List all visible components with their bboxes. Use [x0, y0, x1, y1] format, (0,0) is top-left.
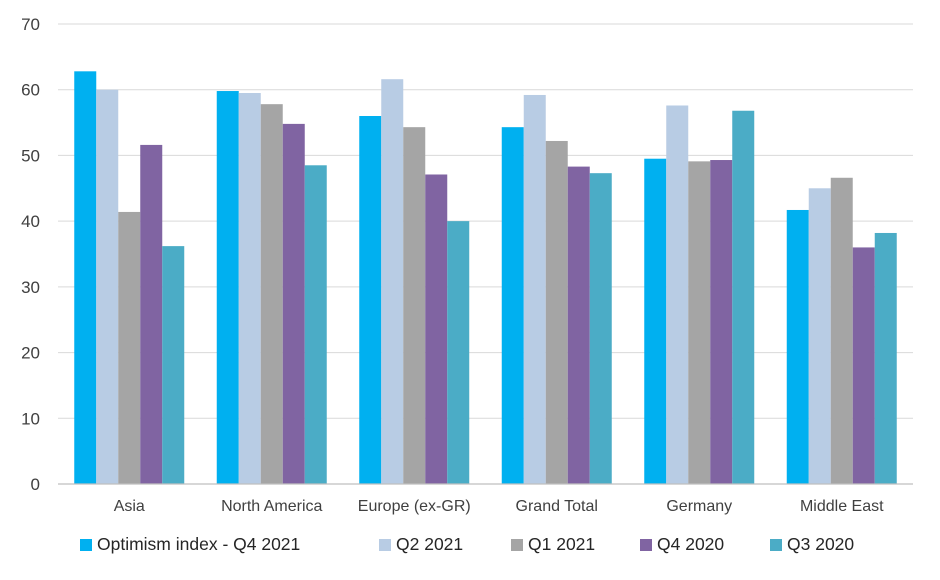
legend-swatch	[80, 539, 92, 551]
legend-label: Q2 2021	[396, 534, 463, 554]
legend-label: Q1 2021	[528, 534, 595, 554]
legend-label: Optimism index - Q4 2021	[97, 534, 300, 554]
bar	[118, 211, 141, 484]
y-tick-label: 60	[21, 81, 40, 100]
y-tick-label: 40	[21, 212, 40, 231]
bar	[381, 79, 404, 484]
bar	[874, 232, 897, 484]
bar	[786, 209, 809, 484]
y-tick-label: 0	[31, 475, 40, 494]
y-tick-label: 50	[21, 146, 40, 165]
y-tick-label: 10	[21, 409, 40, 428]
bar	[545, 140, 568, 484]
axes: 0 10 20 30 40 50 60 70 Asia North America Europe (…	[21, 15, 913, 515]
legend-swatch	[770, 539, 782, 551]
bar	[425, 174, 448, 484]
bars	[74, 71, 897, 485]
bar	[830, 177, 853, 484]
legend-swatch	[640, 539, 652, 551]
legend-label: Q4 2020	[657, 534, 724, 554]
bar	[282, 123, 305, 484]
bar	[447, 221, 470, 484]
bar	[216, 91, 239, 485]
x-tick-label: Middle East	[800, 498, 884, 515]
bar	[140, 144, 163, 484]
bar	[710, 160, 733, 484]
bar	[162, 246, 185, 484]
x-tick-label: Asia	[114, 498, 145, 515]
bar	[644, 158, 667, 484]
bar	[260, 104, 283, 485]
x-tick-label: Europe (ex-GR)	[358, 498, 471, 515]
bar	[688, 161, 711, 485]
legend-swatch	[511, 539, 523, 551]
legend: Optimism index - Q4 2021 Q2 2021 Q1 2021 Q4…	[80, 534, 854, 554]
y-tick-label: 70	[21, 15, 40, 34]
bar	[359, 116, 382, 484]
bar	[589, 173, 612, 484]
x-tick-label: Germany	[666, 498, 732, 515]
bar	[304, 165, 327, 485]
gridlines	[58, 23, 913, 419]
bar	[74, 71, 97, 485]
bar	[852, 247, 875, 484]
y-tick-label: 20	[21, 344, 40, 363]
y-tick-label: 30	[21, 278, 40, 297]
bar	[666, 105, 689, 484]
bar	[732, 110, 755, 484]
legend-swatch	[379, 539, 391, 551]
bar	[523, 94, 546, 484]
bar	[567, 166, 590, 484]
bar	[403, 127, 426, 485]
legend-label: Q3 2020	[787, 534, 854, 554]
bar	[501, 127, 524, 485]
x-tick-label: Grand Total	[516, 498, 598, 515]
bar	[96, 89, 119, 484]
bar	[238, 93, 261, 484]
x-tick-label: North America	[221, 498, 322, 515]
bar	[808, 188, 831, 485]
